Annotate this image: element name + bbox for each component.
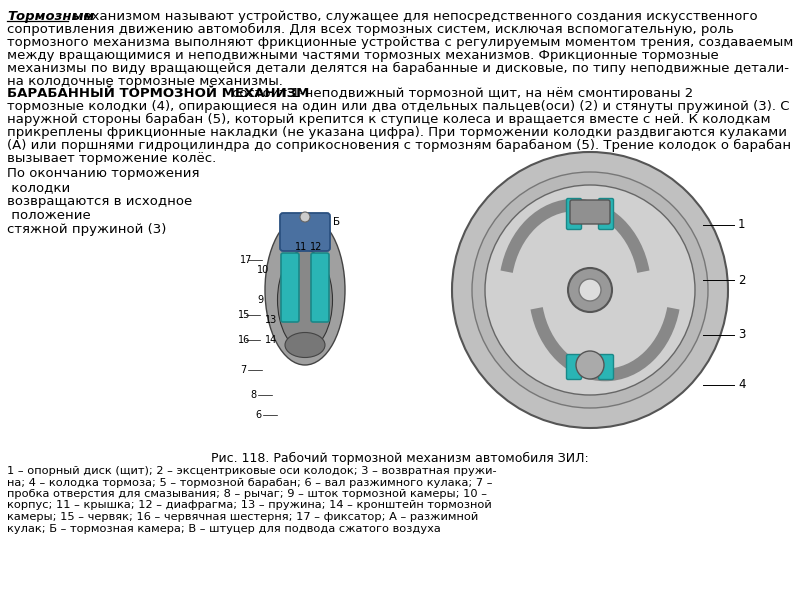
Ellipse shape — [285, 332, 325, 358]
Text: кулак; Б – тормозная камера; В – штуцер для подвода сжатого воздуха: кулак; Б – тормозная камера; В – штуцер … — [7, 523, 441, 533]
Circle shape — [300, 212, 310, 222]
FancyBboxPatch shape — [566, 355, 582, 379]
Text: Рис. 118. Рабочий тормозной механизм автомобиля ЗИЛ:: Рис. 118. Рабочий тормозной механизм авт… — [211, 452, 589, 465]
Circle shape — [452, 152, 728, 428]
Text: 11: 11 — [295, 242, 307, 252]
Text: 17: 17 — [240, 255, 252, 265]
FancyBboxPatch shape — [311, 253, 329, 322]
Text: наружной стороны барабан (5), который крепится к ступице колеса и вращается вмес: наружной стороны барабан (5), который кр… — [7, 113, 770, 126]
Circle shape — [579, 279, 601, 301]
Circle shape — [576, 351, 604, 379]
FancyBboxPatch shape — [566, 199, 582, 229]
Text: 3: 3 — [738, 329, 746, 341]
Text: 13: 13 — [265, 315, 278, 325]
Text: (А) или поршнями гидроцилиндра до соприкосновения с тормозням барабаном (5). Тре: (А) или поршнями гидроцилиндра до соприк… — [7, 139, 791, 152]
Text: 7: 7 — [240, 365, 246, 375]
FancyBboxPatch shape — [281, 253, 299, 322]
Text: тормозного механизма выполняют фрикционные устройства с регулируемым моментом тр: тормозного механизма выполняют фрикционн… — [7, 36, 794, 49]
Text: механизмы по виду вращающейся детали делятся на барабанные и дисковые, по типу н: механизмы по виду вращающейся детали дел… — [7, 62, 789, 75]
Text: 12: 12 — [310, 242, 322, 252]
Text: 1 – опорный диск (щит); 2 – эксцентриковые оси колодок; 3 – возвратная пружи-: 1 – опорный диск (щит); 2 – эксцентриков… — [7, 466, 497, 476]
Text: колодки: колодки — [7, 181, 70, 194]
Text: 15: 15 — [238, 310, 250, 320]
Circle shape — [568, 268, 612, 312]
Text: положение: положение — [7, 209, 90, 222]
Text: 2: 2 — [738, 274, 746, 286]
Text: 14: 14 — [265, 335, 278, 345]
Text: стяжной пружиной (3): стяжной пружиной (3) — [7, 223, 166, 236]
Text: БАРАБАННЫЙ ТОРМОЗНОЙ МЕХАНИЗМ: БАРАБАННЫЙ ТОРМОЗНОЙ МЕХАНИЗМ — [7, 87, 310, 100]
FancyBboxPatch shape — [598, 355, 614, 379]
Text: 6: 6 — [255, 410, 261, 420]
Text: на; 4 – колодка тормоза; 5 – тормозной барабан; 6 – вал разжимного кулака; 7 –: на; 4 – колодка тормоза; 5 – тормозной б… — [7, 478, 493, 487]
Text: Б: Б — [333, 217, 340, 227]
Text: между вращающимися и неподвижными частями тормозных механизмов. Фрикционные торм: между вращающимися и неподвижными частям… — [7, 49, 718, 62]
Text: сопротивления движению автомобиля. Для всех тормозных систем, исключая вспомогат: сопротивления движению автомобиля. Для в… — [7, 23, 734, 36]
Text: камеры; 15 – червяк; 16 – червячная шестерня; 17 – фиксатор; А – разжимной: камеры; 15 – червяк; 16 – червячная шест… — [7, 512, 478, 522]
Circle shape — [472, 172, 708, 408]
Text: 4: 4 — [738, 379, 746, 391]
Circle shape — [485, 185, 695, 395]
Ellipse shape — [265, 215, 345, 365]
Text: корпус; 11 – крышка; 12 – диафрагма; 13 – пружина; 14 – кронштейн тормозной: корпус; 11 – крышка; 12 – диафрагма; 13 … — [7, 500, 492, 511]
Text: По окончанию торможения: По окончанию торможения — [7, 167, 199, 180]
Text: 10: 10 — [257, 265, 270, 275]
Text: механизмом называют устройство, служащее для непосредственного создания искусств: механизмом называют устройство, служащее… — [69, 10, 758, 23]
Text: возвращаются в исходное: возвращаются в исходное — [7, 195, 192, 208]
Text: 1: 1 — [738, 218, 746, 232]
FancyBboxPatch shape — [598, 199, 614, 229]
Text: тормозные колодки (4), опирающиеся на один или два отдельных пальцев(оси) (2) и : тормозные колодки (4), опирающиеся на од… — [7, 100, 790, 113]
Text: Тормозным: Тормозным — [7, 10, 94, 23]
Text: на колодочные тормозные механизмы.: на колодочные тормозные механизмы. — [7, 75, 283, 88]
FancyBboxPatch shape — [570, 200, 610, 224]
Text: 9: 9 — [257, 295, 263, 305]
Text: прикреплены фрикционные накладки (не указана цифра). При торможении колодки разд: прикреплены фрикционные накладки (не ука… — [7, 126, 787, 139]
Text: состоит:1-неподвижный тормозной щит, на нём смонтированы 2: состоит:1-неподвижный тормозной щит, на … — [232, 87, 694, 100]
Text: 16: 16 — [238, 335, 250, 345]
Text: пробка отверстия для смазывания; 8 – рычаг; 9 – шток тормозной камеры; 10 –: пробка отверстия для смазывания; 8 – рыч… — [7, 489, 487, 499]
Text: вызывает торможение колёс.: вызывает торможение колёс. — [7, 152, 216, 165]
FancyBboxPatch shape — [280, 213, 330, 251]
Ellipse shape — [278, 250, 333, 350]
Text: 8: 8 — [250, 390, 256, 400]
